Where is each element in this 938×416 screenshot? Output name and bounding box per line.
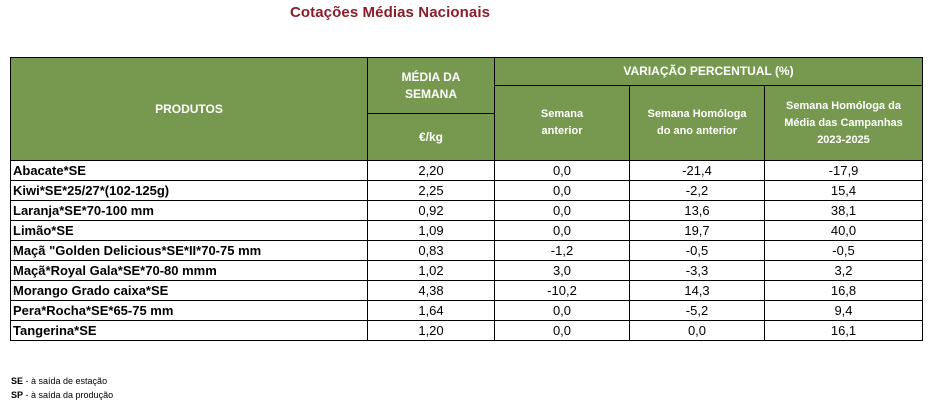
header-unit: €/kg: [367, 113, 495, 161]
cell-price: 0,83: [367, 240, 495, 261]
cell-prev-year: 19,7: [629, 220, 765, 241]
cell-product: Laranja*SE*70-100 mm: [10, 200, 368, 221]
cell-prev-week: -1,2: [494, 240, 630, 261]
cell-campaigns: -0,5: [764, 240, 923, 261]
cell-product: Pera*Rocha*SE*65-75 mm: [10, 300, 368, 321]
cell-product: Kiwi*SE*25/27*(102-125g): [10, 180, 368, 201]
cell-prev-year: -3,3: [629, 260, 765, 281]
cell-prev-year: -0,5: [629, 240, 765, 261]
cell-product: Abacate*SE: [10, 160, 368, 181]
page-title: Cotações Médias Nacionais: [289, 4, 491, 21]
cell-campaigns: 3,2: [764, 260, 923, 281]
cell-prev-week: 0,0: [494, 180, 630, 201]
cell-campaigns: 9,4: [764, 300, 923, 321]
cell-product: Morango Grado caixa*SE: [10, 280, 368, 301]
cell-prev-week: 0,0: [494, 160, 630, 181]
table-row: Morango Grado caixa*SE 4,38 -10,2 14,3 16,8: [10, 280, 923, 301]
table-row: Maçã*Royal Gala*SE*70-80 mmm 1,02 3,0 -3,3 3…: [10, 260, 923, 281]
header-products: PRODUTOS: [10, 57, 368, 161]
table-row: Laranja*SE*70-100 mm 0,92 0,0 13,6 38,1: [10, 200, 923, 221]
cell-product: Tangerina*SE: [10, 320, 368, 341]
cell-price: 1,20: [367, 320, 495, 341]
cell-prev-week: 0,0: [494, 300, 630, 321]
cell-price: 4,38: [367, 280, 495, 301]
table-row: Maçã "Golden Delicious*SE*II*70-75 mm 0,8…: [10, 240, 923, 261]
cell-product: Maçã "Golden Delicious*SE*II*70-75 mm: [10, 240, 368, 261]
cell-prev-year: 14,3: [629, 280, 765, 301]
cell-prev-year: 13,6: [629, 200, 765, 221]
table-body: Abacate*SE 2,20 0,0 -21,4 -17,9 Kiwi*SE*25/27…: [10, 160, 923, 341]
table-row: Kiwi*SE*25/27*(102-125g) 2,25 0,0 -2,2 15,4: [10, 180, 923, 201]
cell-prev-week: -10,2: [494, 280, 630, 301]
cell-prev-year: -21,4: [629, 160, 765, 181]
footnotes: SE - à saída de estação SP - à saída da …: [11, 374, 113, 402]
cell-prev-year: -5,2: [629, 300, 765, 321]
table-row: Tangerina*SE 1,20 0,0 0,0 16,1: [10, 320, 923, 341]
table-row: Limão*SE 1,09 0,0 19,7 40,0: [10, 220, 923, 241]
header-variation: VARIAÇÃO PERCENTUAL (%): [494, 57, 923, 86]
cell-price: 1,64: [367, 300, 495, 321]
cell-campaigns: 16,8: [764, 280, 923, 301]
header-prev-week: Semana anterior: [494, 85, 630, 161]
cell-price: 2,25: [367, 180, 495, 201]
cell-campaigns: 16,1: [764, 320, 923, 341]
footnote-sp: SP - à saída da produção: [11, 390, 114, 400]
header-prev-year: Semana Homóloga do ano anterior: [629, 85, 765, 161]
header-campaigns: Semana Homóloga da Média das Campanhas 2…: [764, 85, 923, 161]
cell-price: 0,92: [367, 200, 495, 221]
cell-campaigns: 38,1: [764, 200, 923, 221]
cell-price: 2,20: [367, 160, 495, 181]
cell-campaigns: -17,9: [764, 160, 923, 181]
cell-prev-week: 3,0: [494, 260, 630, 281]
cell-prev-week: 0,0: [494, 200, 630, 221]
cell-campaigns: 40,0: [764, 220, 923, 241]
cell-product: Limão*SE: [10, 220, 368, 241]
header-avg-week: MÉDIA DA SEMANA: [367, 57, 495, 114]
cell-price: 1,09: [367, 220, 495, 241]
cell-campaigns: 15,4: [764, 180, 923, 201]
cell-prev-week: 0,0: [494, 320, 630, 341]
table-row: Abacate*SE 2,20 0,0 -21,4 -17,9: [10, 160, 923, 181]
prices-table: PRODUTOS MÉDIA DA SEMANA VARIAÇÃO PERCEN…: [10, 57, 923, 341]
cell-prev-year: -2,2: [629, 180, 765, 201]
cell-prev-year: 0,0: [629, 320, 765, 341]
cell-prev-week: 0,0: [494, 220, 630, 241]
footnote-se: SE - à saída de estação: [11, 376, 108, 386]
cell-product: Maçã*Royal Gala*SE*70-80 mmm: [10, 260, 368, 281]
table-row: Pera*Rocha*SE*65-75 mm 1,64 0,0 -5,2 9,4: [10, 300, 923, 321]
cell-price: 1,02: [367, 260, 495, 281]
